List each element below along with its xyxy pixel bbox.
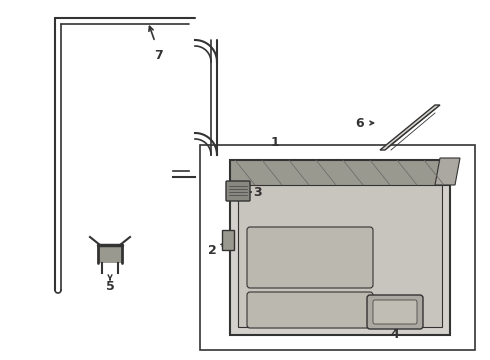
- Polygon shape: [380, 105, 440, 150]
- FancyBboxPatch shape: [226, 181, 250, 201]
- Bar: [200, 145, 475, 350]
- Text: 3: 3: [253, 185, 261, 198]
- Text: 7: 7: [154, 49, 162, 62]
- FancyBboxPatch shape: [367, 295, 423, 329]
- Bar: [98, 245, 122, 263]
- FancyBboxPatch shape: [247, 227, 373, 288]
- Text: 5: 5: [106, 280, 114, 293]
- Bar: [222, 230, 234, 250]
- Bar: [238, 168, 442, 327]
- Polygon shape: [435, 158, 460, 185]
- Bar: [230, 160, 450, 185]
- Text: 1: 1: [270, 135, 279, 149]
- FancyBboxPatch shape: [247, 292, 373, 328]
- Text: 4: 4: [391, 328, 399, 342]
- Bar: [230, 160, 450, 335]
- Text: 2: 2: [208, 243, 217, 257]
- Text: 6: 6: [356, 117, 364, 130]
- FancyBboxPatch shape: [373, 300, 417, 324]
